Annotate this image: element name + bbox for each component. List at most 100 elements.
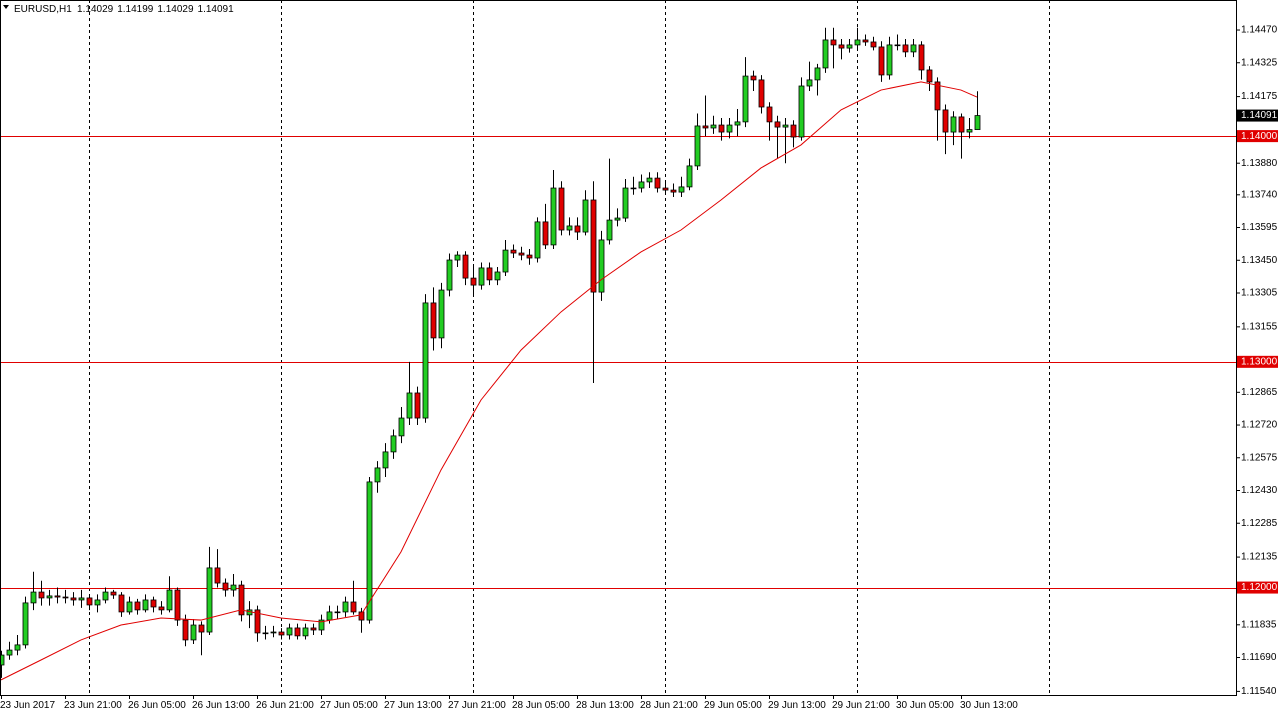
candle-body bbox=[118, 594, 125, 613]
candle-body bbox=[638, 181, 645, 189]
candle-body bbox=[654, 177, 661, 189]
candle-body bbox=[310, 627, 317, 631]
candle-body bbox=[94, 599, 101, 606]
candle-body bbox=[726, 124, 733, 133]
candle-body bbox=[342, 601, 349, 613]
candle-body bbox=[222, 582, 229, 591]
candle-body bbox=[950, 116, 957, 133]
high-value: 1.14199 bbox=[117, 4, 154, 15]
level-label-box bbox=[1237, 130, 1278, 143]
candle-body bbox=[542, 221, 549, 246]
candle-body bbox=[334, 611, 341, 614]
candle-body bbox=[22, 602, 29, 646]
x-tick-label: 30 Jun 13:00 bbox=[960, 700, 1018, 711]
candle-body bbox=[830, 39, 837, 46]
candle-body bbox=[446, 259, 453, 291]
candle-body bbox=[134, 601, 141, 611]
y-tick-label: 1.11690 bbox=[1241, 652, 1277, 663]
candle-body bbox=[758, 79, 765, 108]
candle-body bbox=[798, 85, 805, 138]
x-tick-label: 28 Jun 05:00 bbox=[512, 700, 570, 711]
candle-body bbox=[366, 481, 373, 621]
y-tick-label: 1.12430 bbox=[1241, 485, 1278, 496]
candle-body bbox=[678, 186, 685, 193]
candle-body bbox=[166, 589, 173, 611]
candle-body bbox=[150, 599, 157, 608]
candle-body bbox=[966, 129, 973, 133]
level-label: 1.13000 bbox=[1241, 356, 1278, 367]
candle-body bbox=[606, 219, 613, 241]
y-tick-label: 1.13740 bbox=[1241, 189, 1278, 200]
candle-body bbox=[422, 302, 429, 419]
last-price-label: 1.14091 bbox=[1241, 110, 1278, 121]
menu-arrow bbox=[3, 5, 9, 9]
candle-body bbox=[846, 44, 853, 49]
candle-body bbox=[558, 187, 565, 231]
candle-body bbox=[702, 125, 709, 129]
candle-body bbox=[878, 46, 885, 76]
plot-frame bbox=[0, 0, 1237, 696]
candle-body bbox=[262, 632, 269, 635]
x-tick-label: 23 Jun 21:00 bbox=[64, 700, 122, 711]
candle-body bbox=[110, 591, 117, 596]
moving-average bbox=[0, 81, 978, 681]
candle-body bbox=[238, 584, 245, 616]
level-label-box bbox=[1237, 581, 1278, 594]
x-tick-label: 28 Jun 13:00 bbox=[576, 700, 634, 711]
y-tick-label: 1.13155 bbox=[1241, 321, 1278, 332]
candle-body bbox=[206, 567, 213, 633]
y-tick-label: 1.13305 bbox=[1241, 288, 1278, 299]
candle-body bbox=[958, 116, 965, 133]
candle-body bbox=[46, 595, 53, 599]
candle-body bbox=[630, 187, 637, 190]
candle-body bbox=[78, 597, 85, 601]
level-label: 1.14000 bbox=[1241, 131, 1278, 142]
candle-body bbox=[430, 302, 437, 339]
candle-body bbox=[806, 79, 813, 87]
candle-body bbox=[182, 619, 189, 641]
candle-body bbox=[902, 44, 909, 53]
candle-body bbox=[174, 589, 181, 621]
x-tick-label: 29 Jun 13:00 bbox=[768, 700, 826, 711]
candle-body bbox=[358, 611, 365, 621]
candle-body bbox=[710, 124, 717, 129]
y-tick-label: 1.13450 bbox=[1241, 255, 1278, 266]
candle-body bbox=[190, 624, 197, 641]
period-separators bbox=[89, 0, 1050, 695]
candle-body bbox=[526, 254, 533, 259]
candle-body bbox=[518, 252, 525, 256]
candle-body bbox=[406, 392, 413, 419]
y-tick-label: 1.12285 bbox=[1241, 518, 1278, 529]
symbol: EURUSD,H1 bbox=[14, 4, 72, 15]
candle-body bbox=[318, 619, 325, 631]
candle-body bbox=[454, 254, 461, 261]
candle-body bbox=[502, 249, 509, 273]
candle-body bbox=[86, 597, 93, 606]
candle-body bbox=[158, 606, 165, 611]
candle-body bbox=[438, 289, 445, 339]
candle-body bbox=[142, 599, 149, 611]
candle-body bbox=[694, 125, 701, 167]
candle-body bbox=[270, 631, 277, 634]
candle-body bbox=[790, 124, 797, 138]
candle-body bbox=[822, 39, 829, 69]
price-box bbox=[1237, 109, 1278, 122]
candle-body bbox=[718, 124, 725, 133]
candle-body bbox=[14, 644, 21, 651]
candle-body bbox=[54, 595, 61, 598]
candle-body bbox=[942, 109, 949, 133]
low-value: 1.14029 bbox=[157, 4, 194, 15]
x-tick-label: 29 Jun 21:00 bbox=[832, 700, 890, 711]
candle-body bbox=[686, 165, 693, 188]
candle-body bbox=[534, 221, 541, 259]
level-label-box bbox=[1237, 355, 1278, 368]
candle-body bbox=[414, 392, 421, 419]
candle-body bbox=[350, 601, 357, 613]
close-value: 1.14091 bbox=[198, 4, 235, 15]
candle-body bbox=[598, 239, 605, 293]
candle-body bbox=[278, 631, 285, 636]
candle-body bbox=[742, 75, 749, 123]
candle-body bbox=[854, 39, 861, 46]
y-tick-label: 1.12135 bbox=[1241, 552, 1278, 563]
